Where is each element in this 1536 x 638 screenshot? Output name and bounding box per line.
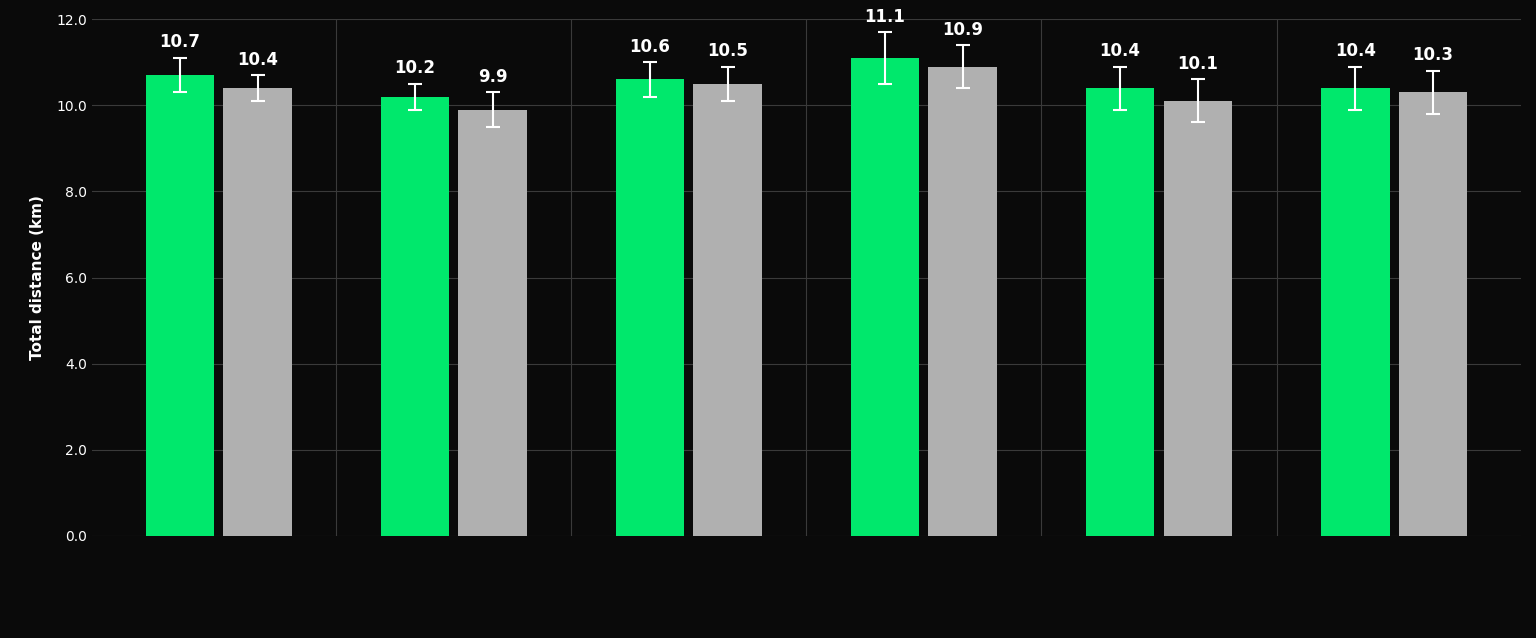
- Bar: [616, 80, 685, 536]
- Bar: [381, 97, 449, 536]
- Bar: [693, 84, 762, 536]
- Text: 10.6: 10.6: [630, 38, 670, 56]
- Bar: [928, 66, 997, 536]
- Text: 9.9: 9.9: [478, 68, 507, 86]
- Bar: [223, 88, 292, 536]
- Text: 10.1: 10.1: [1178, 55, 1218, 73]
- Bar: [1086, 88, 1155, 536]
- Text: 10.5: 10.5: [707, 42, 748, 60]
- Bar: [1163, 101, 1232, 536]
- Bar: [458, 110, 527, 536]
- Text: 11.1: 11.1: [865, 8, 906, 26]
- Text: 10.9: 10.9: [942, 20, 983, 38]
- Text: 10.7: 10.7: [160, 33, 200, 52]
- Bar: [851, 58, 920, 536]
- Text: 10.4: 10.4: [1100, 42, 1141, 60]
- Text: 10.4: 10.4: [1335, 42, 1376, 60]
- Y-axis label: Total distance (km): Total distance (km): [31, 195, 46, 360]
- Text: 10.4: 10.4: [237, 50, 278, 69]
- Bar: [146, 75, 214, 536]
- Bar: [1321, 88, 1390, 536]
- Text: 10.2: 10.2: [395, 59, 435, 77]
- Bar: [1399, 93, 1467, 536]
- Text: 10.3: 10.3: [1413, 47, 1453, 64]
